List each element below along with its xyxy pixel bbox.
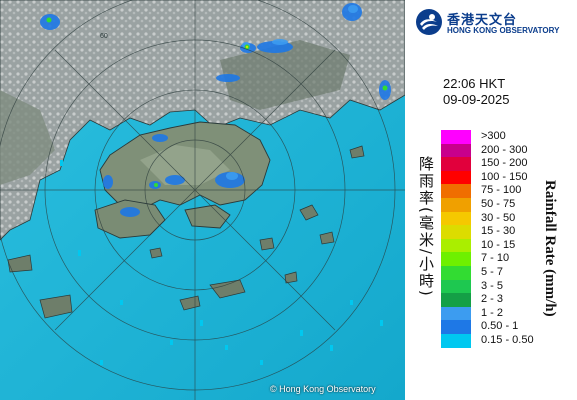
legend-label: 150 - 200 [481,157,528,170]
radar-echoes [40,3,391,365]
legend-swatch [441,184,471,199]
org-name-en: HONG KONG OBSERVATORY [447,26,560,35]
radar-map-canvas: 60 [0,0,405,400]
legend-swatch [441,170,471,185]
mainland-dark-area [220,40,350,110]
org-name-zh: 香港天文台 [447,13,518,28]
legend-swatch [441,266,471,281]
legend-swatch [441,143,471,158]
radar-map[interactable]: 60 © Hong Kong Observatory [0,0,405,400]
legend-label: 15 - 30 [481,225,516,238]
observation-date: 09-09-2025 [443,92,510,107]
legend-title-zh: 降雨率(毫米/小時) [417,156,435,298]
legend-swatch [441,211,471,226]
hko-logo-icon [416,9,442,35]
copyright-text: © Hong Kong Observatory [270,384,376,394]
legend-label: 10 - 15 [481,238,516,251]
legend-label: >300 [481,130,506,142]
legend-swatch [441,238,471,253]
legend-label: 3 - 5 [481,279,504,292]
legend-swatch [441,320,471,335]
legend-swatch [441,252,471,267]
legend-label: 75 - 100 [481,184,522,197]
legend-swatch [441,157,471,172]
legend-swatch [441,198,471,213]
range-ring-label: 60 [100,33,108,40]
legend-title-en: Rainfall Rate (mm/h) [542,180,558,317]
hko-logo[interactable]: 香港天文台 HONG KONG OBSERVATORY [413,6,573,40]
legend-label: 1 - 2 [481,306,504,319]
hong-kong-hills [140,145,230,185]
legend-swatch [441,279,471,294]
legend-label: 0.50 - 1 [481,320,519,333]
legend-label: 7 - 10 [481,252,510,265]
legend-label: 5 - 7 [481,266,504,278]
legend-panel: 香港天文台 HONG KONG OBSERVATORY 22:06 HKT 09… [405,0,577,400]
legend-swatch [441,293,471,308]
hk-island [184,204,231,229]
legend-swatch [441,225,471,240]
range-rings [0,0,405,400]
legend-swatch [441,334,471,349]
legend-swatch [441,130,471,145]
western-land [0,90,55,185]
legend-label: 0.15 - 0.50 [481,334,534,346]
legend-label: 2 - 3 [481,293,504,306]
legend-swatch [441,306,471,321]
legend-label: 30 - 50 [481,211,516,224]
legend-label: 50 - 75 [481,198,516,210]
legend-label: 200 - 300 [481,143,528,156]
legend-label: 100 - 150 [481,170,528,183]
observation-time: 22:06 HKT [443,76,506,91]
